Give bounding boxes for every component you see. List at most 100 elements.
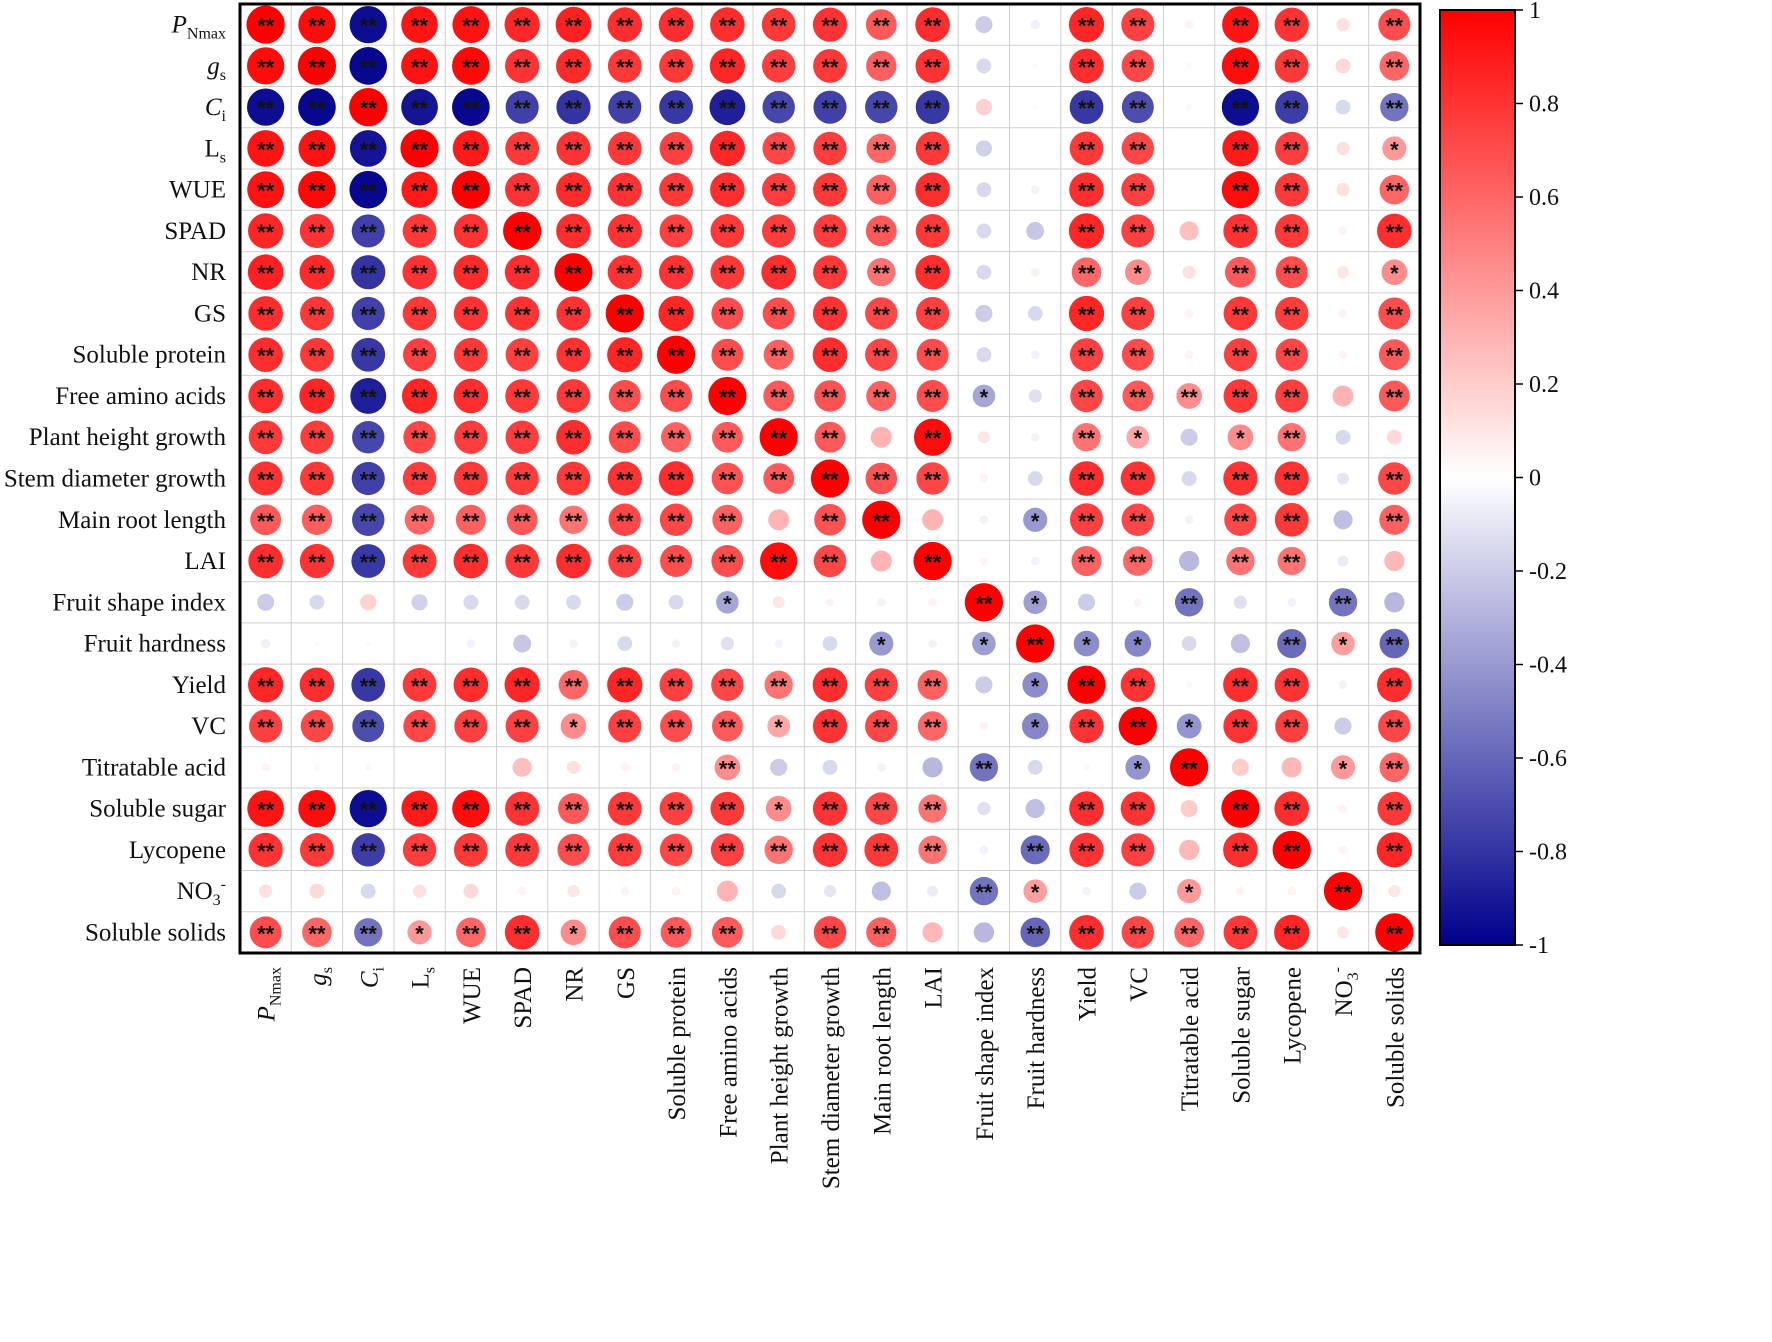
significance-mark: **	[770, 468, 788, 493]
corr-circle	[556, 172, 591, 208]
corr-circle	[350, 378, 387, 414]
corr-circle	[711, 338, 744, 371]
significance-mark: **	[462, 550, 480, 575]
corr-circle	[813, 916, 847, 949]
significance-mark: **	[616, 179, 634, 204]
significance-mark: **	[719, 14, 737, 39]
corr-circle	[300, 337, 334, 372]
significance-mark: **	[821, 839, 839, 864]
significance-mark: **	[719, 426, 737, 451]
significance-mark: **	[514, 302, 532, 327]
corr-circle	[298, 129, 336, 167]
significance-mark: **	[924, 344, 942, 369]
corr-circle	[608, 503, 642, 536]
significance-mark: **	[616, 302, 634, 327]
corr-circle	[1069, 48, 1104, 84]
corr-circle	[1330, 755, 1356, 780]
significance-mark: **	[975, 880, 993, 905]
corr-circle	[349, 88, 388, 127]
corr-circle	[928, 598, 937, 607]
corr-circle	[1121, 338, 1154, 371]
corr-circle	[1224, 503, 1257, 536]
corr-circle	[560, 919, 587, 946]
significance-mark: **	[565, 14, 583, 39]
significance-mark: **	[668, 220, 686, 245]
column-label: Yield	[1075, 967, 1102, 1022]
corr-circle	[1077, 593, 1096, 611]
corr-circle	[1336, 266, 1350, 279]
significance-mark: **	[1386, 220, 1404, 245]
significance-mark: **	[1386, 633, 1404, 658]
corr-circle	[351, 667, 386, 702]
significance-mark: **	[1078, 550, 1096, 575]
corr-circle	[764, 835, 793, 865]
corr-circle	[505, 296, 540, 331]
significance-mark: **	[514, 798, 532, 823]
colorbar-gradient	[1439, 9, 1516, 946]
corr-circle	[554, 253, 593, 292]
corr-circle	[248, 667, 284, 703]
column-label: Soluble protein	[664, 967, 691, 1121]
significance-mark: **	[308, 550, 326, 575]
corr-circle	[1120, 667, 1155, 702]
significance-mark: **	[257, 14, 275, 39]
corr-circle	[976, 182, 992, 198]
significance-mark: **	[257, 385, 275, 410]
row-label: Soluble protein	[73, 342, 227, 369]
corr-circle	[913, 541, 952, 581]
significance-mark: **	[1078, 55, 1096, 80]
corr-circle	[401, 378, 438, 414]
significance-mark: **	[257, 426, 275, 451]
significance-mark: **	[616, 220, 634, 245]
corr-circle	[302, 917, 332, 948]
significance-mark: **	[360, 921, 378, 946]
corr-circle	[260, 638, 271, 649]
corr-circle	[763, 380, 795, 412]
significance-mark: **	[1232, 715, 1250, 740]
significance-mark: *	[1390, 137, 1399, 162]
corr-circle	[608, 544, 642, 578]
significance-mark: **	[565, 179, 583, 204]
significance-mark: **	[719, 798, 737, 823]
corr-circle	[1070, 379, 1103, 413]
significance-mark: **	[1078, 96, 1096, 121]
significance-mark: **	[668, 468, 686, 493]
corr-circle	[247, 254, 284, 291]
corr-circle	[1379, 174, 1410, 205]
corr-circle	[865, 215, 897, 247]
corr-circle	[1170, 748, 1209, 787]
corr-circle	[555, 6, 592, 43]
corr-circle	[259, 884, 273, 898]
significance-mark: **	[668, 550, 686, 575]
corr-circle	[1185, 62, 1193, 70]
significance-mark: **	[257, 137, 275, 162]
corr-circle	[452, 6, 490, 44]
corr-circle	[1030, 19, 1040, 30]
corr-circle	[1281, 757, 1302, 778]
significance-mark: **	[360, 14, 378, 39]
significance-mark: *	[774, 715, 783, 740]
row-label: Stem diameter growth	[4, 466, 227, 493]
significance-mark: **	[308, 220, 326, 245]
corr-circle	[1338, 845, 1348, 855]
corr-circle	[1186, 187, 1192, 193]
significance-mark: **	[565, 468, 583, 493]
corr-circle	[403, 709, 436, 743]
significance-mark: **	[411, 839, 429, 864]
significance-mark: **	[1078, 344, 1096, 369]
corr-circle	[452, 130, 490, 167]
significance-mark: *	[1185, 715, 1194, 740]
significance-mark: **	[1129, 921, 1147, 946]
significance-mark: **	[873, 798, 891, 823]
corr-circle	[248, 543, 283, 579]
corr-circle	[1335, 58, 1351, 74]
corr-circle	[364, 764, 372, 771]
significance-mark: **	[411, 261, 429, 286]
corr-circle	[248, 296, 283, 331]
column-label: Soluble sugar	[1228, 966, 1255, 1103]
corr-circle	[556, 213, 591, 249]
corr-circle	[463, 594, 479, 610]
corr-circle	[607, 791, 642, 826]
significance-mark: **	[821, 426, 839, 451]
